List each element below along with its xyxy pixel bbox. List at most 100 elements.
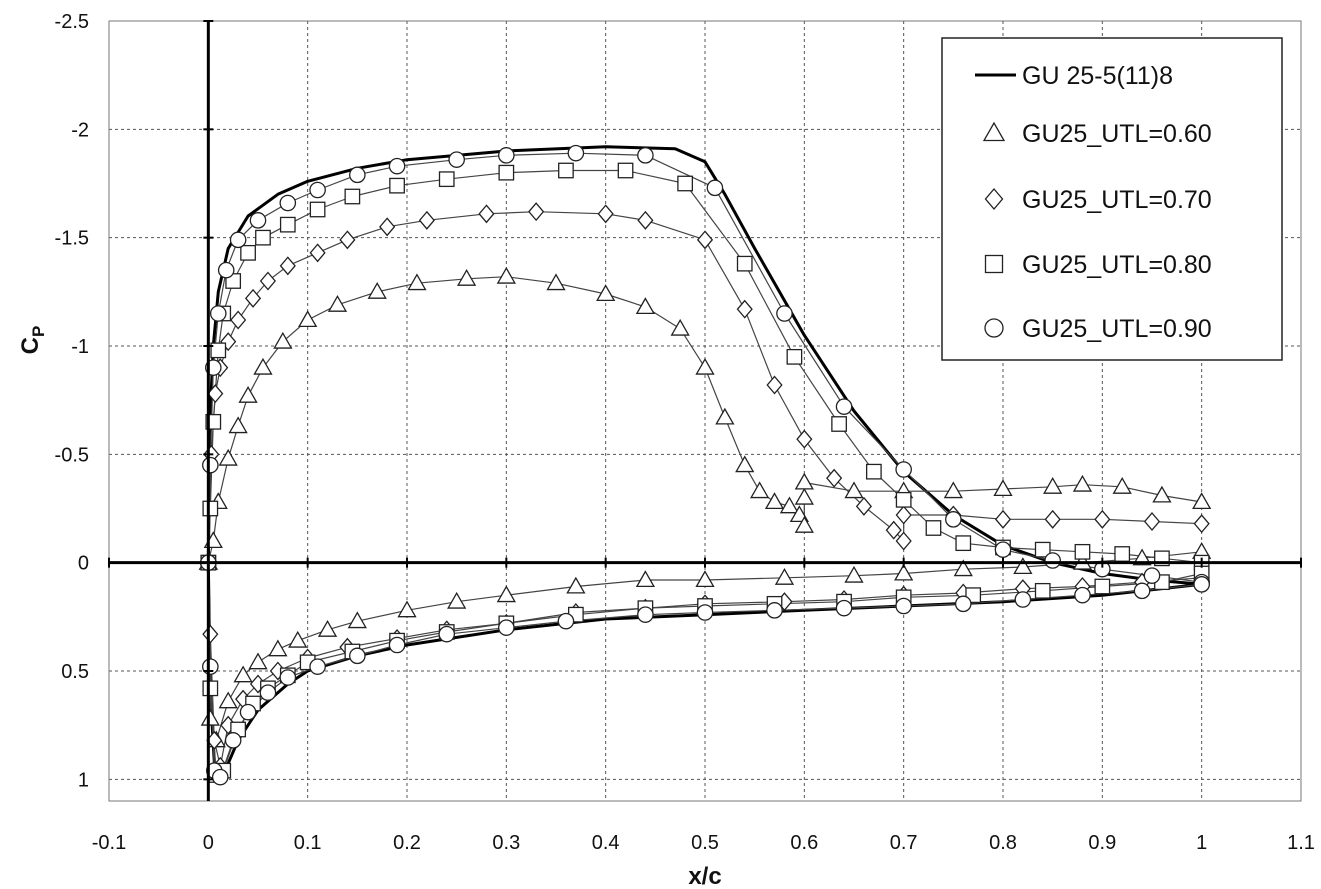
y-tick-label: 0 <box>78 553 89 575</box>
data-point-triangle <box>943 481 963 499</box>
data-point-square <box>240 244 256 261</box>
data-point-diamond <box>597 204 614 224</box>
x-tick-label: 0.8 <box>989 832 1017 854</box>
data-point-diamond <box>796 429 813 449</box>
data-point-circle <box>1074 586 1091 604</box>
x-tick-label: 0.9 <box>1088 832 1116 854</box>
data-point-diamond <box>230 310 247 330</box>
data-point-square <box>344 188 361 205</box>
data-point-triangle <box>764 492 785 510</box>
legend-marker-circle <box>984 318 1004 338</box>
data-point-square <box>309 201 326 218</box>
data-point-triangle <box>635 570 656 588</box>
legend: GU 25-5(11)8 GU25_UTL=0.60 GU25_UTL=0.70 GU… <box>941 37 1283 361</box>
data-point-triangle <box>200 708 220 726</box>
data-point-square <box>895 491 912 508</box>
data-point-triangle <box>596 284 616 302</box>
data-point-diamond <box>528 202 545 222</box>
data-point-circle <box>895 461 912 478</box>
data-point-circle <box>349 166 366 184</box>
data-point-triangle <box>327 295 348 312</box>
x-tick-label: -0.1 <box>92 832 126 854</box>
data-point-triangle <box>347 611 367 629</box>
data-point-circle <box>309 658 326 675</box>
x-tick-label: 0.3 <box>492 832 520 854</box>
data-point-triangle <box>794 516 814 533</box>
data-point-triangle <box>695 570 715 588</box>
data-point-triangle <box>715 407 735 425</box>
data-point-circle <box>217 261 235 279</box>
data-point-circle <box>1193 576 1210 593</box>
y-axis-title: CP <box>17 326 48 355</box>
legend-label: GU25_UTL=0.90 <box>1022 315 1212 343</box>
data-point-circle <box>438 625 456 643</box>
data-point-circle <box>954 595 972 613</box>
data-point-triangle <box>228 416 248 434</box>
data-point-circle <box>498 619 515 636</box>
data-point-square <box>1114 546 1131 562</box>
legend-items: GU 25-5(11)8 GU25_UTL=0.60 GU25_UTL=0.70 GU… <box>975 62 1212 343</box>
data-point-triangle <box>1072 474 1093 492</box>
y-tick-labels: -2.5 -2 -1.5 -1 -0.5 0 0.5 1 <box>55 11 89 791</box>
data-point-diamond <box>207 384 224 404</box>
legend-label: GU25_UTL=0.60 <box>1022 120 1212 148</box>
data-point-square <box>389 177 405 194</box>
data-point-circle <box>945 511 962 528</box>
data-point-circle <box>202 456 219 474</box>
data-point-triangle <box>1043 477 1063 494</box>
series-markers <box>198 144 1212 786</box>
data-point-triangle <box>779 496 800 514</box>
data-point-circle <box>498 147 515 164</box>
data-point-square <box>1034 582 1051 599</box>
legend-marker-diamond <box>984 187 1004 211</box>
data-point-diamond <box>1044 509 1061 529</box>
data-point-circle <box>994 541 1012 558</box>
data-point-circle <box>1014 591 1032 608</box>
data-point-triangle <box>1152 485 1172 503</box>
y-tick-label: -2 <box>71 119 89 141</box>
data-point-diamond <box>895 505 912 525</box>
data-point-diamond <box>826 468 843 488</box>
data-point-square <box>210 342 227 359</box>
data-point-square <box>955 535 972 552</box>
data-point-triangle <box>750 481 770 499</box>
data-point-triangle <box>253 357 273 375</box>
data-point-square <box>831 416 847 432</box>
x-tick-labels: -0.1 0 0.1 0.2 0.3 0.4 0.5 0.6 0.7 0.8 0.9 1 1.1 <box>92 832 1315 854</box>
x-tick-label: 0.6 <box>790 832 818 854</box>
data-point-diamond <box>895 531 912 551</box>
x-tick-label: 1.1 <box>1287 832 1315 854</box>
data-point-circle <box>279 669 297 686</box>
data-point-circle <box>696 604 714 621</box>
data-point-square <box>1094 578 1111 595</box>
data-point-diamond <box>259 271 277 291</box>
data-point-diamond <box>994 509 1012 529</box>
x-tick-label: 0 <box>203 832 214 854</box>
data-point-diamond <box>279 256 296 276</box>
data-point-square <box>202 680 219 697</box>
data-point-triangle <box>268 639 288 657</box>
x-tick-label: 0.4 <box>592 832 620 854</box>
data-point-triangle <box>1112 477 1132 494</box>
y-tick-label: -2.5 <box>55 11 89 33</box>
data-point-triangle <box>218 691 238 709</box>
data-point-triangle <box>953 559 973 577</box>
legend-label: GU25_UTL=0.70 <box>1022 186 1212 214</box>
zero-axes <box>108 20 1302 801</box>
data-point-triangle <box>447 591 467 609</box>
x-axis-title: x/c <box>688 863 721 889</box>
data-point-circle <box>202 658 219 675</box>
data-point-square <box>279 216 296 233</box>
x-tick-label: 0.5 <box>691 832 719 854</box>
data-point-square <box>617 162 634 179</box>
data-point-triangle <box>894 563 914 581</box>
y-tick-label: 0.5 <box>61 661 89 683</box>
data-point-circle <box>557 612 575 630</box>
x-tick-label: 0.1 <box>294 832 322 854</box>
data-point-triangle <box>1192 492 1212 510</box>
legend-label: GU 25-5(11)8 <box>1022 62 1173 90</box>
data-point-square <box>736 255 753 272</box>
data-point-circle <box>1143 567 1161 584</box>
y-tick-label: -1.5 <box>55 228 89 250</box>
